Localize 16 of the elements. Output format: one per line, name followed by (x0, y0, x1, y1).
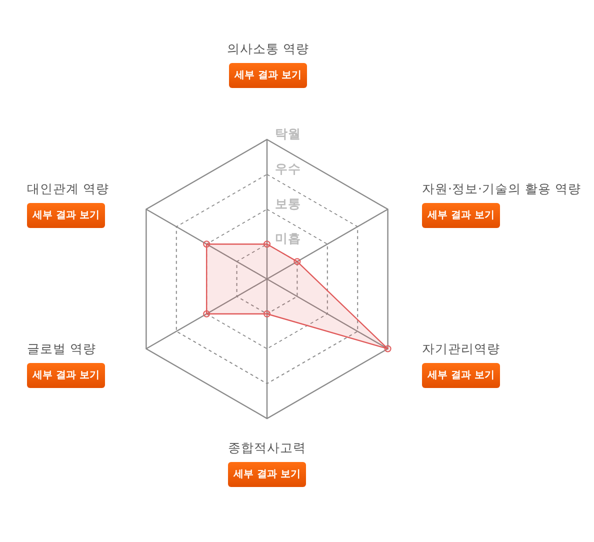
details-button[interactable]: 세부 결과 보기 (27, 363, 105, 388)
details-button[interactable]: 세부 결과 보기 (422, 203, 500, 228)
y-tick-label: 탁월 (275, 126, 301, 141)
details-button[interactable]: 세부 결과 보기 (27, 203, 105, 228)
spoke-label: 대인관계 역량 (27, 181, 109, 196)
spoke-label: 의사소통 역량 (227, 41, 309, 56)
y-tick-label: 미흡 (275, 230, 301, 246)
y-tick-label: 보통 (275, 196, 301, 211)
details-button[interactable]: 세부 결과 보기 (422, 363, 500, 388)
y-tick-label: 우수 (275, 160, 301, 176)
details-button[interactable]: 세부 결과 보기 (228, 462, 306, 487)
details-button[interactable]: 세부 결과 보기 (229, 63, 307, 88)
spoke-label: 자원·정보·기술의 활용 역량 (422, 181, 581, 196)
spoke-label: 글로벌 역량 (27, 341, 96, 356)
spoke-label: 자기관리역량 (422, 341, 500, 356)
spoke-label: 종합적사고력 (228, 440, 306, 455)
